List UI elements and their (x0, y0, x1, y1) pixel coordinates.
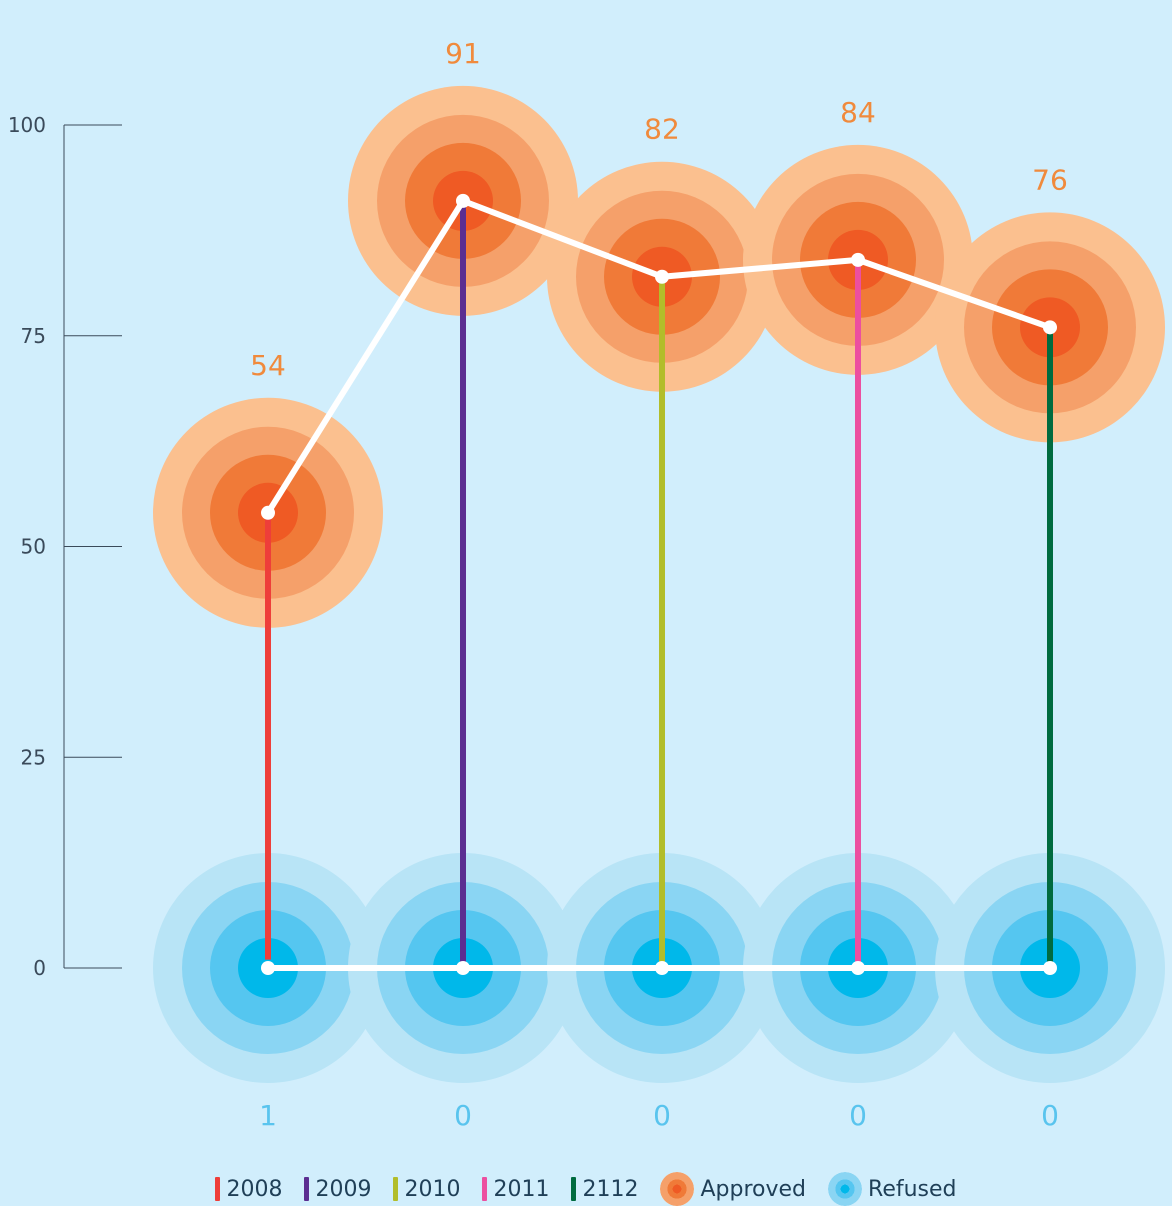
legend-item-approved: Approved (660, 1172, 806, 1206)
approved-swatch-icon (660, 1172, 695, 1206)
legend-label: Approved (700, 1176, 807, 1202)
approved-circles (153, 85, 1165, 628)
legend-label: 2010 (404, 1176, 461, 1202)
legend-swatch-bar (482, 1177, 488, 1201)
legend: 2008 2009 2010 2011 2112 Approved Refused (0, 1172, 1172, 1206)
y-axis: 0 25 50 75 100 (8, 113, 122, 980)
legend-item-2008: 2008 (215, 1177, 282, 1202)
approved-point (456, 193, 470, 208)
legend-item-refused: Refused (828, 1172, 957, 1206)
approved-value-label: 84 (840, 96, 876, 129)
refused-value-label: 0 (653, 1099, 671, 1132)
legend-item-2112: 2112 (571, 1177, 638, 1202)
approved-point (1043, 320, 1057, 335)
category-stems (265, 200, 1053, 968)
legend-label: 2009 (315, 1176, 372, 1202)
approved-value-label: 54 (250, 349, 286, 382)
y-tick-label: 100 (8, 113, 46, 137)
approved-value-label: 91 (445, 37, 481, 70)
refused-point (456, 961, 470, 975)
refused-value-label: 1 (259, 1099, 277, 1132)
approved-value-label: 76 (1032, 163, 1068, 196)
approved-point (261, 505, 275, 520)
y-tick-label: 0 (33, 956, 46, 980)
value-labels: 54 91 82 84 76 1 0 0 0 0 (250, 37, 1068, 1132)
refused-point (655, 961, 669, 975)
y-tick-label: 50 (21, 535, 46, 559)
legend-swatch-bar (304, 1177, 310, 1201)
legend-label: 2008 (226, 1176, 283, 1202)
legend-label: 2112 (582, 1176, 639, 1202)
legend-swatch-bar (393, 1177, 399, 1201)
approved-value-label: 82 (644, 113, 680, 146)
refused-value-label: 0 (454, 1099, 472, 1132)
legend-label: Refused (868, 1176, 957, 1202)
refused-point (261, 961, 275, 975)
legend-item-2009: 2009 (304, 1177, 371, 1202)
legend-item-2010: 2010 (393, 1177, 460, 1202)
refused-point (1043, 961, 1057, 975)
approved-point (851, 252, 865, 267)
series-points (261, 193, 1057, 975)
legend-swatch-bar (571, 1177, 577, 1201)
legend-item-2011: 2011 (482, 1177, 549, 1202)
approved-point (655, 269, 669, 284)
refused-point (851, 961, 865, 975)
y-tick-label: 75 (21, 324, 46, 348)
y-tick-label: 25 (21, 745, 46, 769)
refused-value-label: 0 (849, 1099, 867, 1132)
refused-value-label: 0 (1041, 1099, 1059, 1132)
refused-swatch-icon (828, 1172, 863, 1206)
legend-swatch-bar (215, 1177, 221, 1201)
legend-label: 2011 (493, 1176, 550, 1202)
